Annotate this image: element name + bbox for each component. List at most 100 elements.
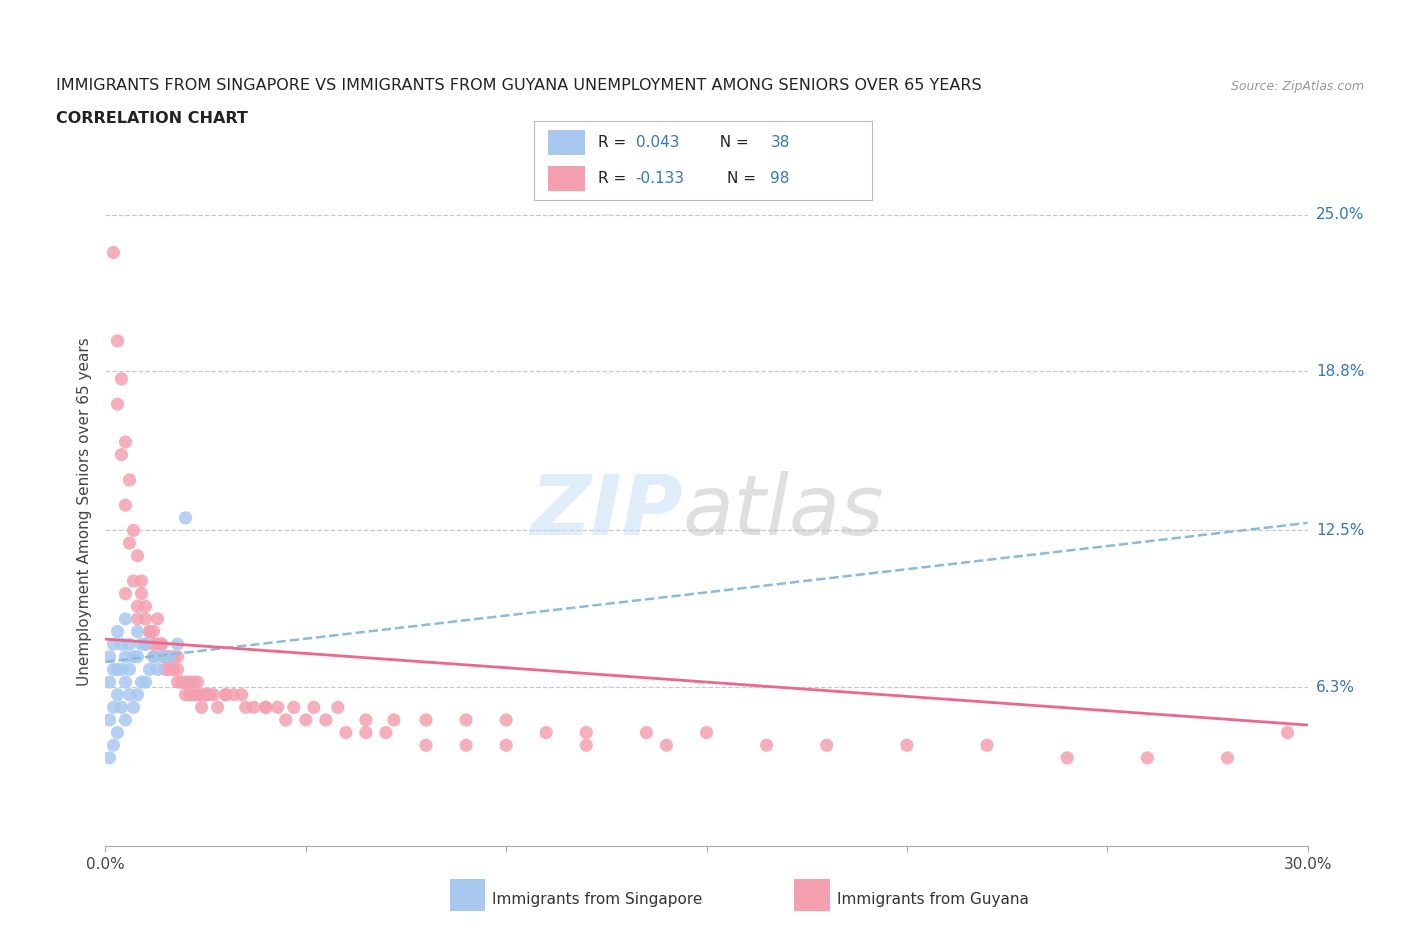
Point xyxy=(103,637,125,652)
Point xyxy=(142,649,165,664)
Point xyxy=(142,637,165,652)
Point xyxy=(114,434,136,449)
Point xyxy=(131,586,153,601)
Point xyxy=(114,611,136,626)
Point xyxy=(183,674,205,689)
Point xyxy=(150,649,173,664)
Point xyxy=(131,574,153,589)
Point xyxy=(107,334,129,349)
Point xyxy=(222,687,245,702)
Point xyxy=(131,637,153,652)
Point xyxy=(242,700,264,715)
Point xyxy=(170,674,193,689)
Point xyxy=(166,662,188,677)
Point xyxy=(122,649,145,664)
Point xyxy=(495,712,517,727)
Point xyxy=(98,751,121,765)
Point xyxy=(127,549,149,564)
Point xyxy=(135,611,157,626)
Text: R =: R = xyxy=(599,135,631,150)
Point xyxy=(254,700,277,715)
Point xyxy=(135,637,157,652)
Point xyxy=(127,599,149,614)
Point xyxy=(118,637,141,652)
Point xyxy=(103,737,125,752)
Point xyxy=(98,712,121,727)
Point xyxy=(166,637,188,652)
Point xyxy=(534,725,557,740)
Point xyxy=(155,649,177,664)
Point xyxy=(174,511,197,525)
Point xyxy=(138,624,160,639)
Point xyxy=(575,725,598,740)
Point xyxy=(198,687,221,702)
Point xyxy=(302,700,325,715)
Point xyxy=(267,700,290,715)
Point xyxy=(179,674,201,689)
Point xyxy=(170,674,193,689)
Point xyxy=(174,674,197,689)
Point xyxy=(155,662,177,677)
Point xyxy=(110,447,132,462)
Point xyxy=(187,687,209,702)
Point xyxy=(146,662,169,677)
Text: N =: N = xyxy=(710,135,754,150)
Point xyxy=(194,687,217,702)
Text: Immigrants from Singapore: Immigrants from Singapore xyxy=(492,892,703,907)
Point xyxy=(415,712,437,727)
Point xyxy=(107,687,129,702)
Point xyxy=(159,649,181,664)
Text: ZIP: ZIP xyxy=(530,471,682,552)
Point xyxy=(155,649,177,664)
Point xyxy=(354,712,377,727)
Point xyxy=(98,674,121,689)
Point xyxy=(1136,751,1159,765)
Point xyxy=(138,624,160,639)
Point xyxy=(107,725,129,740)
Text: Source: ZipAtlas.com: Source: ZipAtlas.com xyxy=(1230,80,1364,93)
Point xyxy=(755,737,778,752)
Point xyxy=(114,649,136,664)
Text: 18.8%: 18.8% xyxy=(1316,364,1364,379)
Point xyxy=(114,712,136,727)
Text: 98: 98 xyxy=(770,171,790,186)
Point xyxy=(354,725,377,740)
Point xyxy=(166,649,188,664)
Point xyxy=(815,737,838,752)
Point xyxy=(454,712,477,727)
Point xyxy=(976,737,998,752)
Point xyxy=(110,371,132,386)
Point xyxy=(114,586,136,601)
Point xyxy=(374,725,398,740)
Point xyxy=(655,737,678,752)
Point xyxy=(274,712,297,727)
Point xyxy=(162,662,184,677)
Point xyxy=(103,246,125,260)
Point xyxy=(103,700,125,715)
Text: atlas: atlas xyxy=(682,471,884,552)
Point xyxy=(98,649,121,664)
Text: R =: R = xyxy=(599,171,631,186)
Point xyxy=(142,649,165,664)
Point xyxy=(190,700,212,715)
Text: 38: 38 xyxy=(770,135,790,150)
Point xyxy=(127,687,149,702)
Point xyxy=(131,674,153,689)
Bar xyxy=(548,166,585,192)
Point xyxy=(114,498,136,512)
Point xyxy=(326,700,349,715)
Point xyxy=(122,523,145,538)
Point xyxy=(207,700,229,715)
Point xyxy=(495,737,517,752)
Point xyxy=(194,687,217,702)
Point xyxy=(122,700,145,715)
Point xyxy=(254,700,277,715)
Text: -0.133: -0.133 xyxy=(636,171,685,186)
Point xyxy=(110,637,132,652)
Point xyxy=(335,725,357,740)
Point xyxy=(107,397,129,412)
Point xyxy=(150,637,173,652)
Point xyxy=(190,687,212,702)
Text: IMMIGRANTS FROM SINGAPORE VS IMMIGRANTS FROM GUYANA UNEMPLOYMENT AMONG SENIORS O: IMMIGRANTS FROM SINGAPORE VS IMMIGRANTS … xyxy=(56,78,981,93)
Point xyxy=(636,725,658,740)
